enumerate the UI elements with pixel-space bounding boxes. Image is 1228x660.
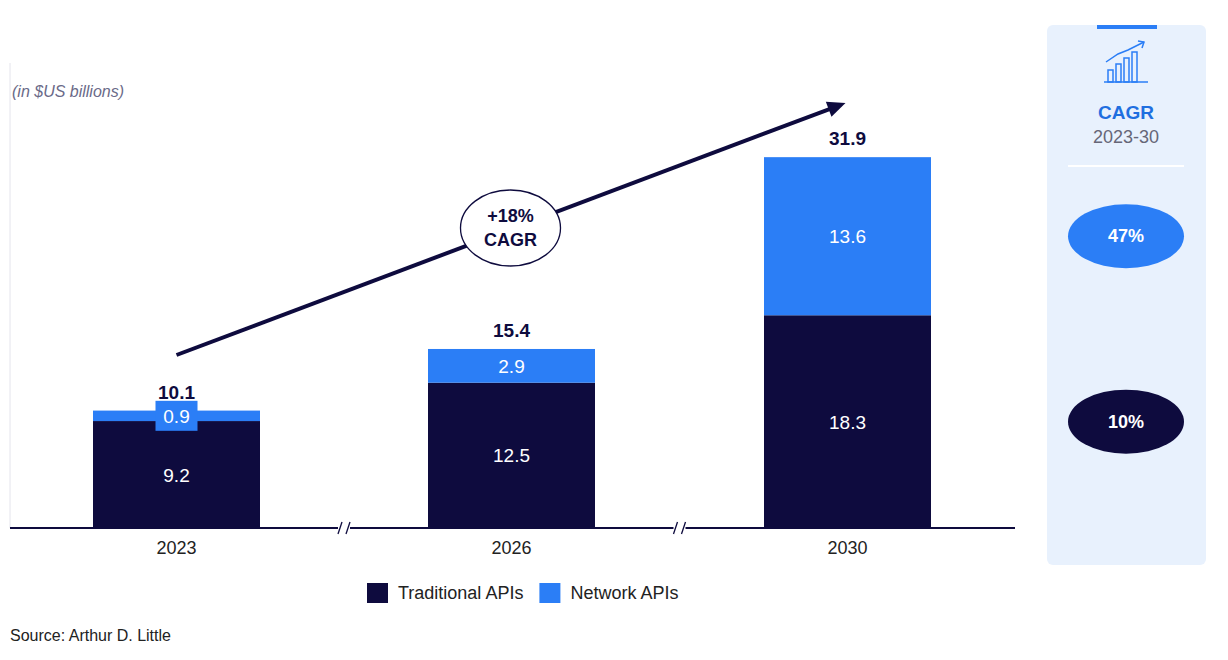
- data-label: 18.3: [829, 412, 866, 433]
- icon-arrow-head: [1138, 41, 1144, 48]
- total-label: 10.1: [158, 382, 195, 403]
- cagr-badge: [1068, 390, 1184, 454]
- trend-arrow: [177, 108, 832, 355]
- label-box: [156, 401, 198, 431]
- icon-bar: [1116, 64, 1121, 82]
- total-label: 31.9: [829, 128, 866, 149]
- bar-segment: [764, 157, 931, 315]
- cagr-period: 2023-30: [1093, 127, 1159, 147]
- data-label: 0.9: [163, 406, 189, 427]
- data-label: 2.9: [498, 356, 524, 377]
- axis-break: [338, 522, 342, 534]
- icon-arrow: [1106, 42, 1144, 62]
- annotation-text: +18%: [487, 206, 534, 226]
- bar-segment: [93, 421, 260, 528]
- data-label: 12.5: [493, 445, 530, 466]
- data-label: 13.6: [829, 226, 866, 247]
- cagr-value: 10%: [1108, 412, 1144, 432]
- legend-label: Network APIs: [570, 583, 678, 603]
- cagr-badge: [1068, 204, 1184, 268]
- x-tick-label: 2030: [827, 538, 867, 558]
- trend-arrow-head: [826, 102, 846, 117]
- y-axis-line: [10, 63, 11, 528]
- cagr-title: CAGR: [1098, 102, 1154, 123]
- axis-break-gap: [674, 520, 686, 536]
- icon-bar: [1132, 52, 1137, 82]
- axis-break: [682, 522, 686, 534]
- icon-bar: [1108, 70, 1113, 82]
- subtitle: (in $US billions): [12, 83, 124, 100]
- chart: (in $US billions) 9.2 0.9 10.1 12.5 2.9 15.4 18…: [0, 0, 1228, 660]
- axis-break: [674, 522, 678, 534]
- total-label: 15.4: [493, 320, 530, 341]
- bar-segment: [428, 383, 595, 528]
- legend-swatch: [367, 583, 388, 603]
- cagr-panel: [1047, 25, 1206, 565]
- x-tick-label: 2023: [156, 538, 196, 558]
- annotation-text: CAGR: [484, 230, 537, 250]
- bar-segment: [764, 315, 931, 528]
- x-tick-label: 2026: [491, 538, 531, 558]
- legend-swatch: [539, 583, 560, 603]
- data-labels: 9.2 0.9 10.1 12.5 2.9 15.4 18.3 13.6 31.9: [156, 128, 866, 485]
- panel-accent: [1097, 25, 1157, 29]
- data-label: 9.2: [163, 465, 189, 486]
- panel-divider: [1068, 165, 1184, 167]
- x-axis: [10, 527, 1015, 529]
- panel-icon: [1104, 41, 1148, 82]
- bars: [93, 157, 931, 528]
- axis-break: [346, 522, 350, 534]
- icon-bar: [1124, 58, 1129, 82]
- icon-base: [1104, 81, 1148, 83]
- annotation-bubble: [461, 190, 561, 266]
- cagr-value: 47%: [1108, 226, 1144, 246]
- axis-break-gap: [338, 520, 350, 536]
- source: Source: Arthur D. Little: [10, 627, 171, 644]
- bar-segment: [428, 349, 595, 383]
- legend-label: Traditional APIs: [398, 583, 523, 603]
